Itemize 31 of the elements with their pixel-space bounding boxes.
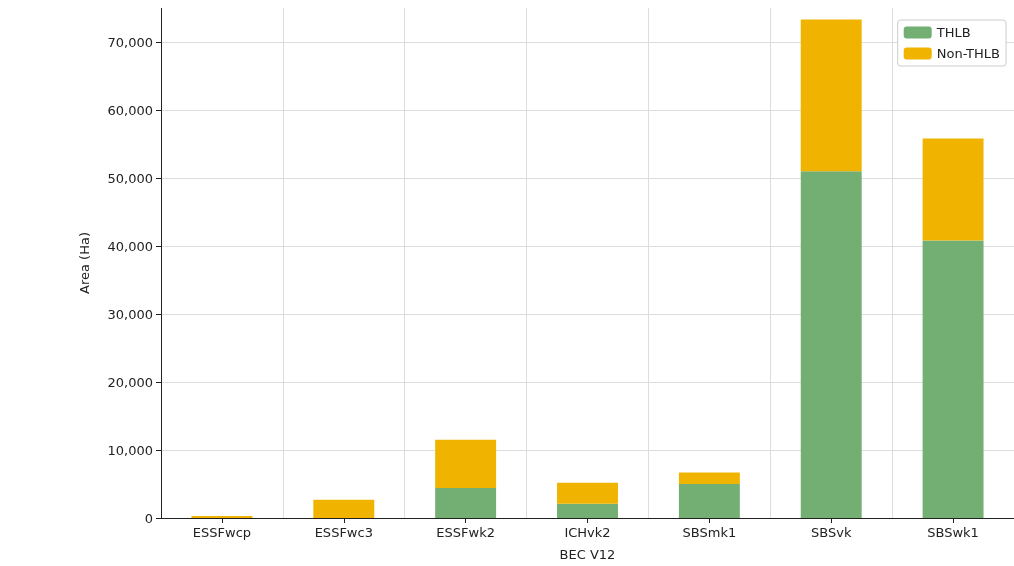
y-tick-label: 70,000 (107, 34, 153, 50)
bar (557, 503, 618, 518)
y-tick-label: 30,000 (107, 306, 153, 322)
y-axis-title: Area (Ha) (77, 232, 92, 294)
bar (800, 19, 862, 172)
bar (435, 488, 497, 518)
x-tick-label: ICHvk2 (564, 525, 611, 540)
x-tick-label: ESSFwk2 (436, 525, 495, 540)
legend-label: THLB (935, 25, 971, 40)
bar (435, 439, 497, 489)
bar (800, 171, 862, 518)
y-tick-label: 0 (144, 510, 153, 526)
bar (678, 484, 740, 518)
x-tick-label: SBSwk1 (927, 525, 979, 540)
y-tick-label: 20,000 (107, 374, 153, 390)
x-tick-label: SBSmk1 (682, 525, 737, 540)
y-tick-label: 40,000 (107, 238, 153, 254)
bar (557, 482, 618, 504)
x-axis-title: BEC V12 (559, 547, 616, 562)
x-tick-label: SBSvk (811, 525, 852, 540)
y-tick-label: 60,000 (107, 102, 153, 118)
bar (922, 240, 984, 518)
bar (313, 499, 375, 518)
y-tick-label: 50,000 (107, 170, 153, 186)
y-tick-label: 10,000 (107, 442, 153, 458)
bar (922, 138, 984, 241)
x-tick-label: ESSFwcp (192, 525, 252, 540)
bar (678, 472, 740, 484)
bar (191, 515, 253, 518)
x-tick-label: ESSFwc3 (314, 525, 373, 540)
legend-label: Non-THLB (936, 46, 1000, 61)
